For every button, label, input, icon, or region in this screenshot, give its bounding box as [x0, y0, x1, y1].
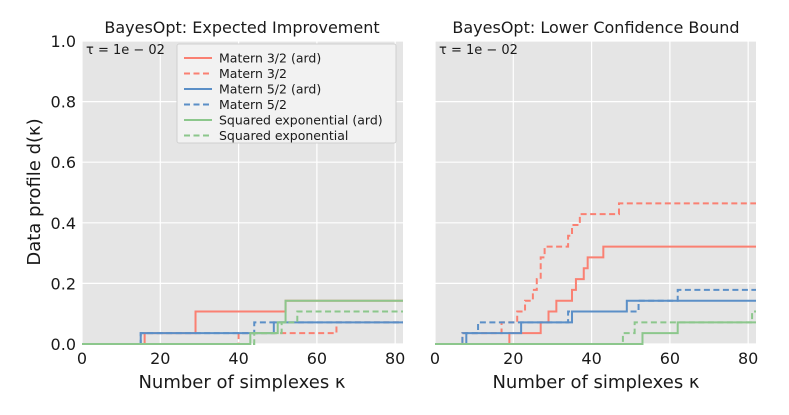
y-tick-label: 0.8 — [51, 93, 76, 112]
chart-title-right: BayesOpt: Lower Confidence Bound — [452, 18, 739, 37]
series-line-6 — [82, 310, 403, 345]
x-axis-label-left: Number of simplexes κ — [138, 372, 345, 393]
tau-annotation-left: τ = 1e − 02 — [86, 43, 165, 58]
x-tick-label: 0 — [430, 349, 440, 368]
x-ticks-right: 0 20 40 60 80 — [430, 349, 758, 368]
y-tick-label: 0.4 — [51, 214, 76, 233]
y-ticks-left: 0.0 0.2 0.4 0.6 0.8 1.0 — [51, 32, 76, 354]
series-line-4 — [435, 288, 756, 345]
x-axis-label-right: Number of simplexes κ — [492, 372, 699, 393]
series-group-left — [82, 299, 403, 345]
grid-right — [434, 40, 756, 345]
x-tick-label: 80 — [738, 349, 758, 368]
series-line-6 — [435, 310, 756, 345]
legend-label: Matern 5/2 (ard) — [219, 82, 321, 97]
legend-label: Matern 3/2 (ard) — [219, 51, 321, 66]
y-tick-label: 1.0 — [51, 32, 76, 51]
legend-label: Matern 5/2 — [219, 97, 287, 112]
y-tick-label: 0.6 — [51, 153, 76, 172]
panel-lower-confidence-bound: 0 20 40 60 80 BayesOpt: Lower Confidence Bou… — [430, 18, 758, 393]
y-tick-label: 0.0 — [51, 335, 76, 354]
series-group-right — [435, 202, 756, 345]
x-tick-label: 20 — [150, 349, 170, 368]
legend-label: Squared exponential (ard) — [219, 113, 383, 128]
tau-annotation-right: τ = 1e − 02 — [439, 43, 518, 58]
x-tick-label: 60 — [307, 349, 327, 368]
x-tick-label: 40 — [228, 349, 248, 368]
series-line-1 — [435, 245, 756, 345]
series-line-5 — [82, 299, 403, 345]
y-axis-label: Data profile d(κ) — [24, 118, 45, 265]
y-tick-label: 0.2 — [51, 274, 76, 293]
x-ticks-left: 0 20 40 60 80 — [77, 349, 405, 368]
plot-area-right — [435, 41, 756, 344]
x-tick-label: 40 — [581, 349, 601, 368]
legend-label: Matern 3/2 — [219, 66, 287, 81]
x-tick-label: 0 — [77, 349, 87, 368]
x-tick-label: 20 — [503, 349, 523, 368]
legend-box — [176, 43, 397, 144]
chart-title-left: BayesOpt: Expected Improvement — [104, 18, 379, 37]
panel-expected-improvement: 0 20 40 60 80 0.0 0.2 0.4 0.6 0.8 1.0 BayesOpt: E… — [24, 18, 405, 393]
x-tick-label: 60 — [660, 349, 680, 368]
legend-label: Squared exponential — [219, 128, 348, 143]
x-tick-label: 80 — [385, 349, 405, 368]
